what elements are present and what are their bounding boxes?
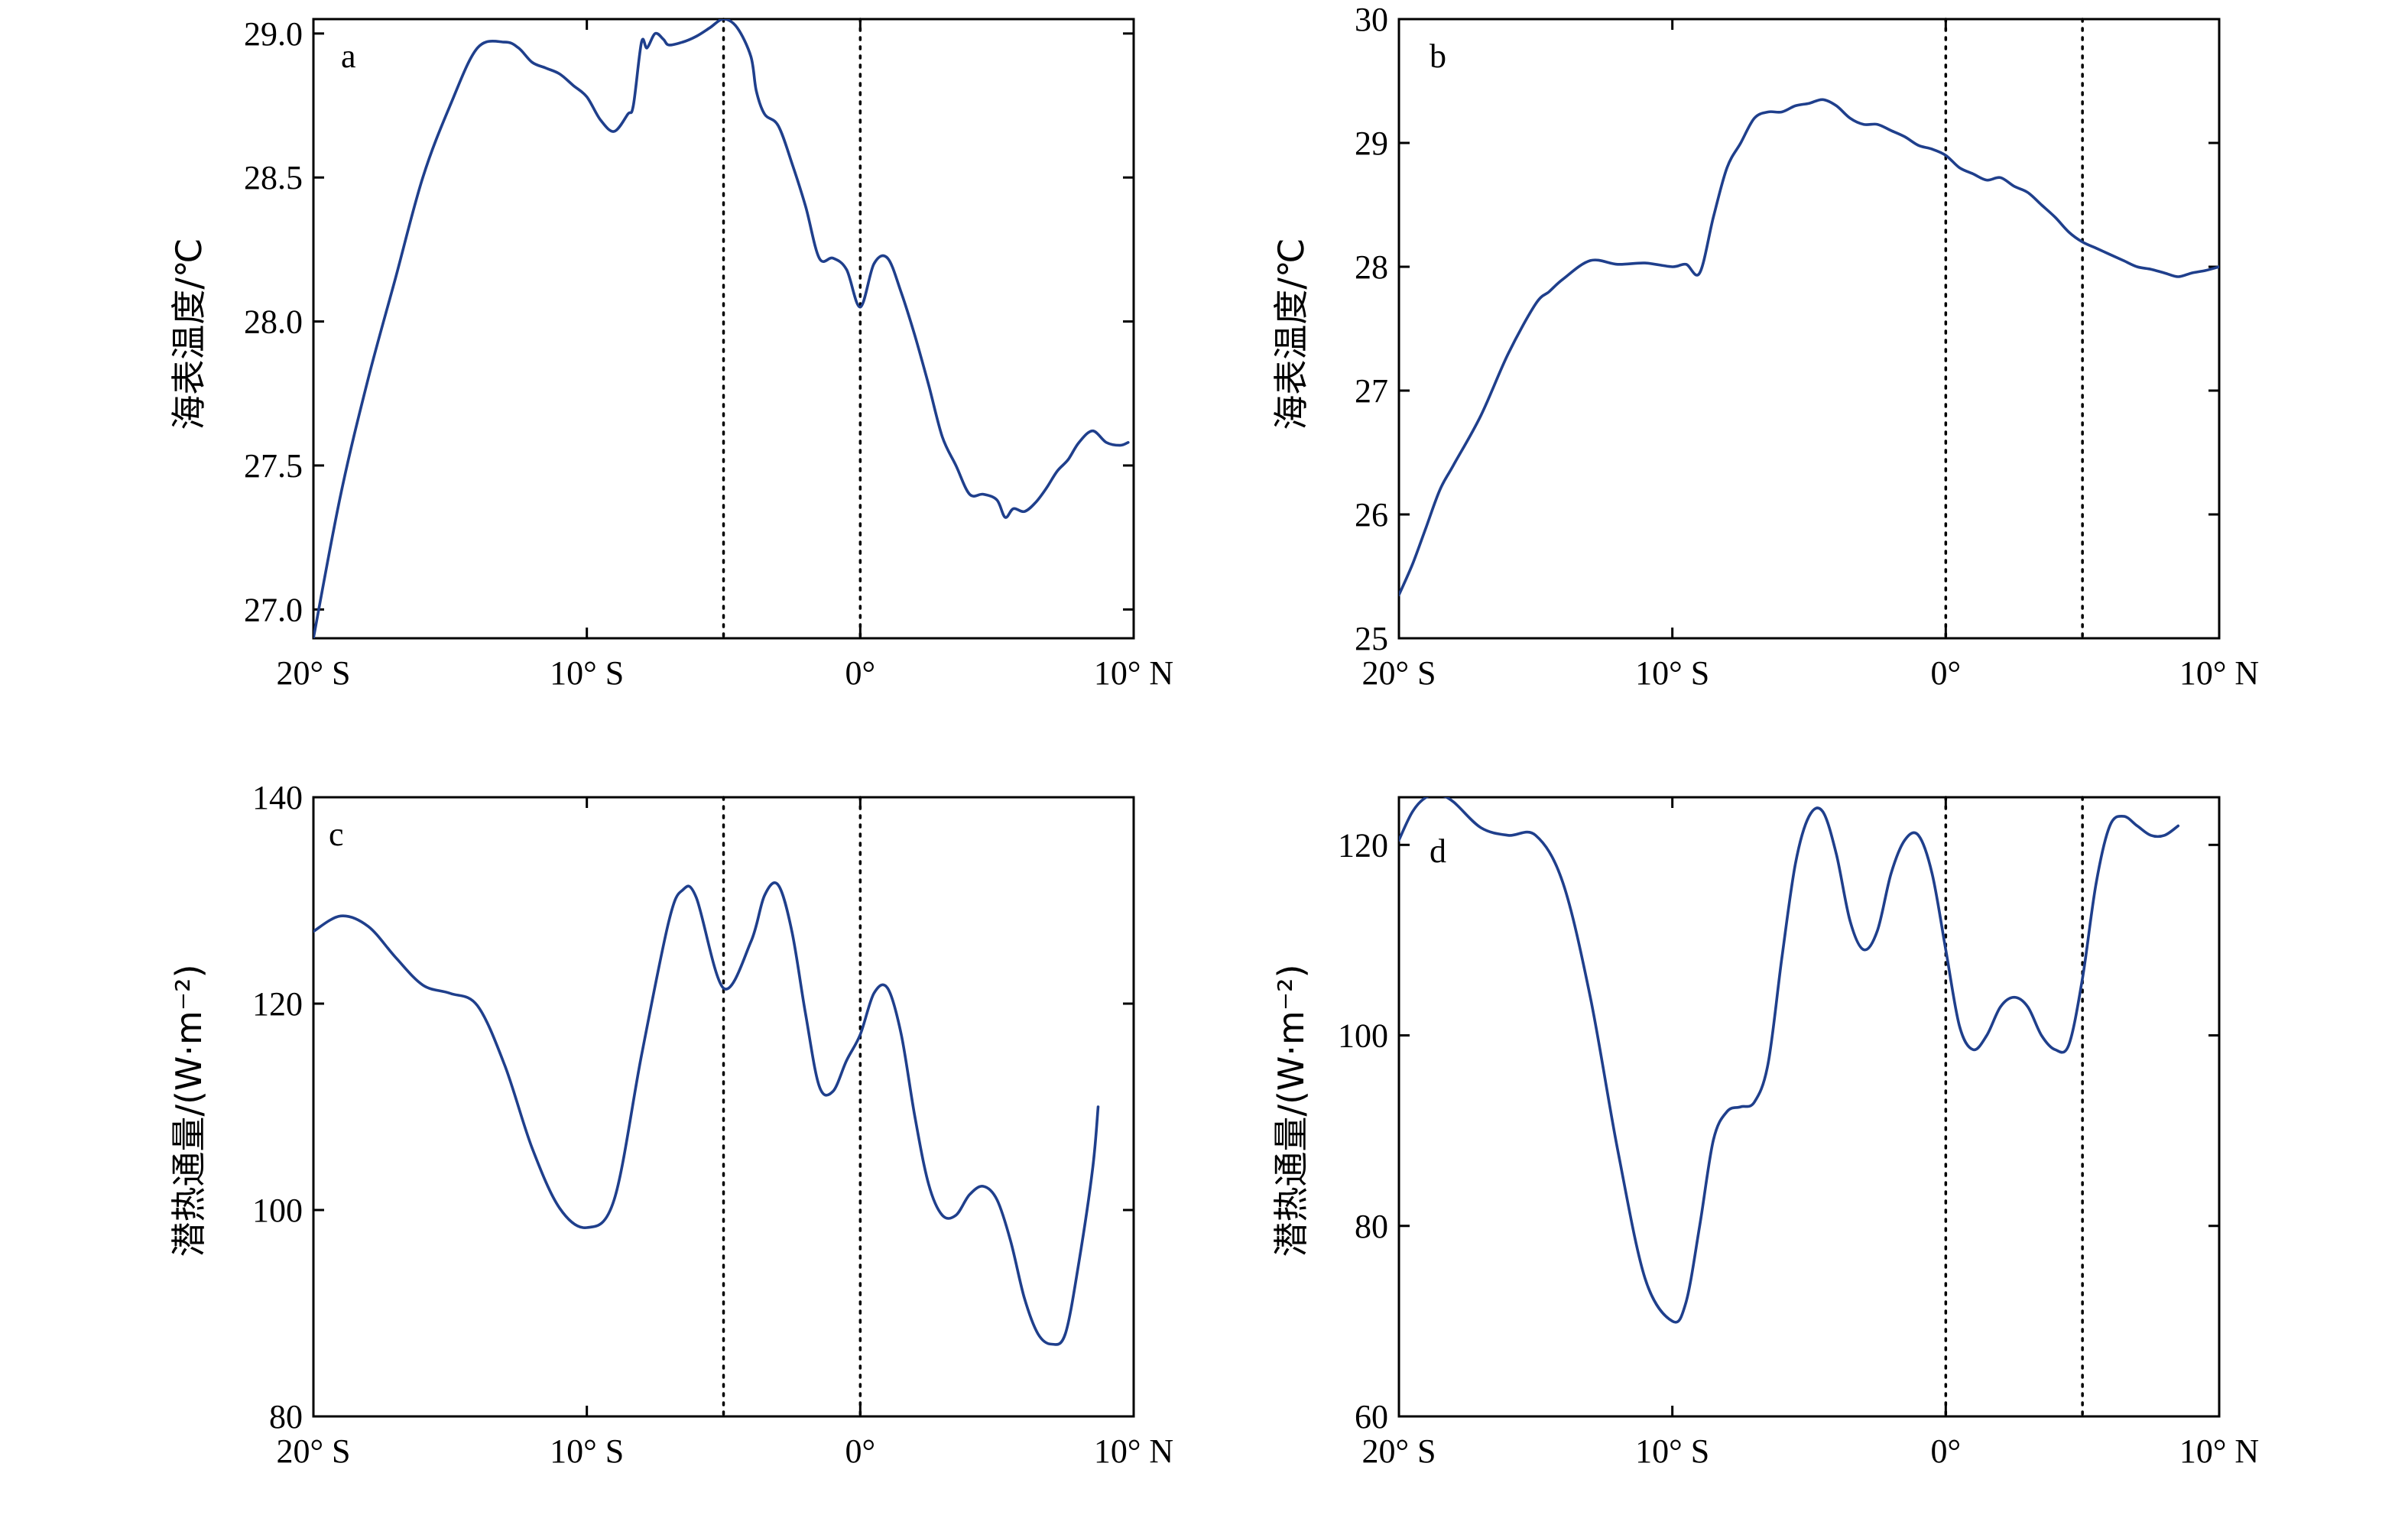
y-axis-label-d: 潜热通量/(W·m⁻²)	[1271, 964, 1312, 1257]
x-tick-label-a-3: 10° N	[1094, 654, 1173, 692]
x-tick-label-a-2: 0°	[845, 654, 876, 692]
y-tick-label-b-0: 25	[1355, 620, 1388, 657]
x-tick-label-b-2: 0°	[1931, 654, 1962, 692]
x-tick-label-a-1: 10° S	[550, 654, 624, 692]
y-tick-label-c-0: 80	[269, 1398, 303, 1436]
panel-letter-c: c	[329, 816, 344, 853]
panel-a: 20° S 10° S 0° 10° N 27.0 27.5 28.0 28.5 29.0 a 海表…	[168, 15, 1173, 692]
y-tick-label-c-1: 100	[252, 1192, 303, 1229]
y-axis-label-b: 海表温度/℃	[1271, 238, 1312, 430]
x-tick-label-c-2: 0°	[845, 1432, 876, 1470]
y-tick-label-a-1: 27.5	[244, 447, 303, 485]
series-line-a	[313, 19, 1130, 638]
y-tick-label-a-0: 27.0	[244, 591, 303, 628]
x-tick-label-b-0: 20° S	[1361, 654, 1436, 692]
x-tick-label-c-1: 10° S	[550, 1432, 624, 1470]
y-tick-label-b-2: 27	[1355, 372, 1388, 410]
panel-letter-b: b	[1430, 37, 1446, 75]
y-tick-label-d-3: 120	[1338, 826, 1388, 864]
x-tick-label-c-0: 20° S	[276, 1432, 350, 1470]
panel-c: 20° S 10° S 0° 10° N 80 100 120 140 c 潜热通量/(W·m⁻²…	[168, 779, 1173, 1470]
y-tick-label-b-3: 28	[1355, 248, 1388, 286]
y-tick-label-a-4: 29.0	[244, 15, 303, 53]
panel-letter-a: a	[341, 37, 356, 75]
y-tick-label-d-2: 100	[1338, 1017, 1388, 1055]
x-tick-label-b-1: 10° S	[1635, 654, 1709, 692]
x-tick-label-c-3: 10° N	[1094, 1432, 1173, 1470]
y-tick-label-c-2: 120	[252, 985, 303, 1023]
series-line-d	[1399, 797, 2180, 1324]
y-axis-label-a: 海表温度/℃	[168, 238, 209, 430]
x-tick-label-d-2: 0°	[1931, 1432, 1962, 1470]
y-tick-label-b-4: 29	[1355, 125, 1388, 162]
y-tick-label-a-2: 28.0	[244, 303, 303, 341]
x-tick-label-d-0: 20° S	[1361, 1432, 1436, 1470]
panel-letter-d: d	[1430, 832, 1446, 870]
x-tick-label-a-0: 20° S	[276, 654, 350, 692]
panel-b: 20° S 10° S 0° 10° N 25 26 27 28 29 30 b 海表温度/℃	[1271, 1, 2259, 692]
y-tick-label-d-1: 80	[1355, 1208, 1388, 1245]
x-tick-label-d-1: 10° S	[1635, 1432, 1709, 1470]
y-tick-label-b-5: 30	[1355, 1, 1388, 38]
x-tick-label-b-3: 10° N	[2179, 654, 2259, 692]
series-line-c	[313, 881, 1100, 1346]
y-tick-label-a-3: 28.5	[244, 159, 303, 196]
y-tick-label-b-1: 26	[1355, 496, 1388, 534]
plot-frame-d	[1397, 796, 2221, 1418]
y-axis-label-c: 潜热通量/(W·m⁻²)	[168, 964, 209, 1257]
panel-d: 20° S 10° S 0° 10° N 60 80 100 120 d 潜热通量/(W·m⁻²)	[1271, 796, 2259, 1470]
y-tick-label-c-3: 140	[252, 779, 303, 816]
plot-frame-b	[1397, 18, 2221, 640]
y-tick-label-d-0: 60	[1355, 1398, 1388, 1436]
series-line-b	[1399, 98, 2219, 597]
x-tick-label-d-3: 10° N	[2179, 1432, 2259, 1470]
